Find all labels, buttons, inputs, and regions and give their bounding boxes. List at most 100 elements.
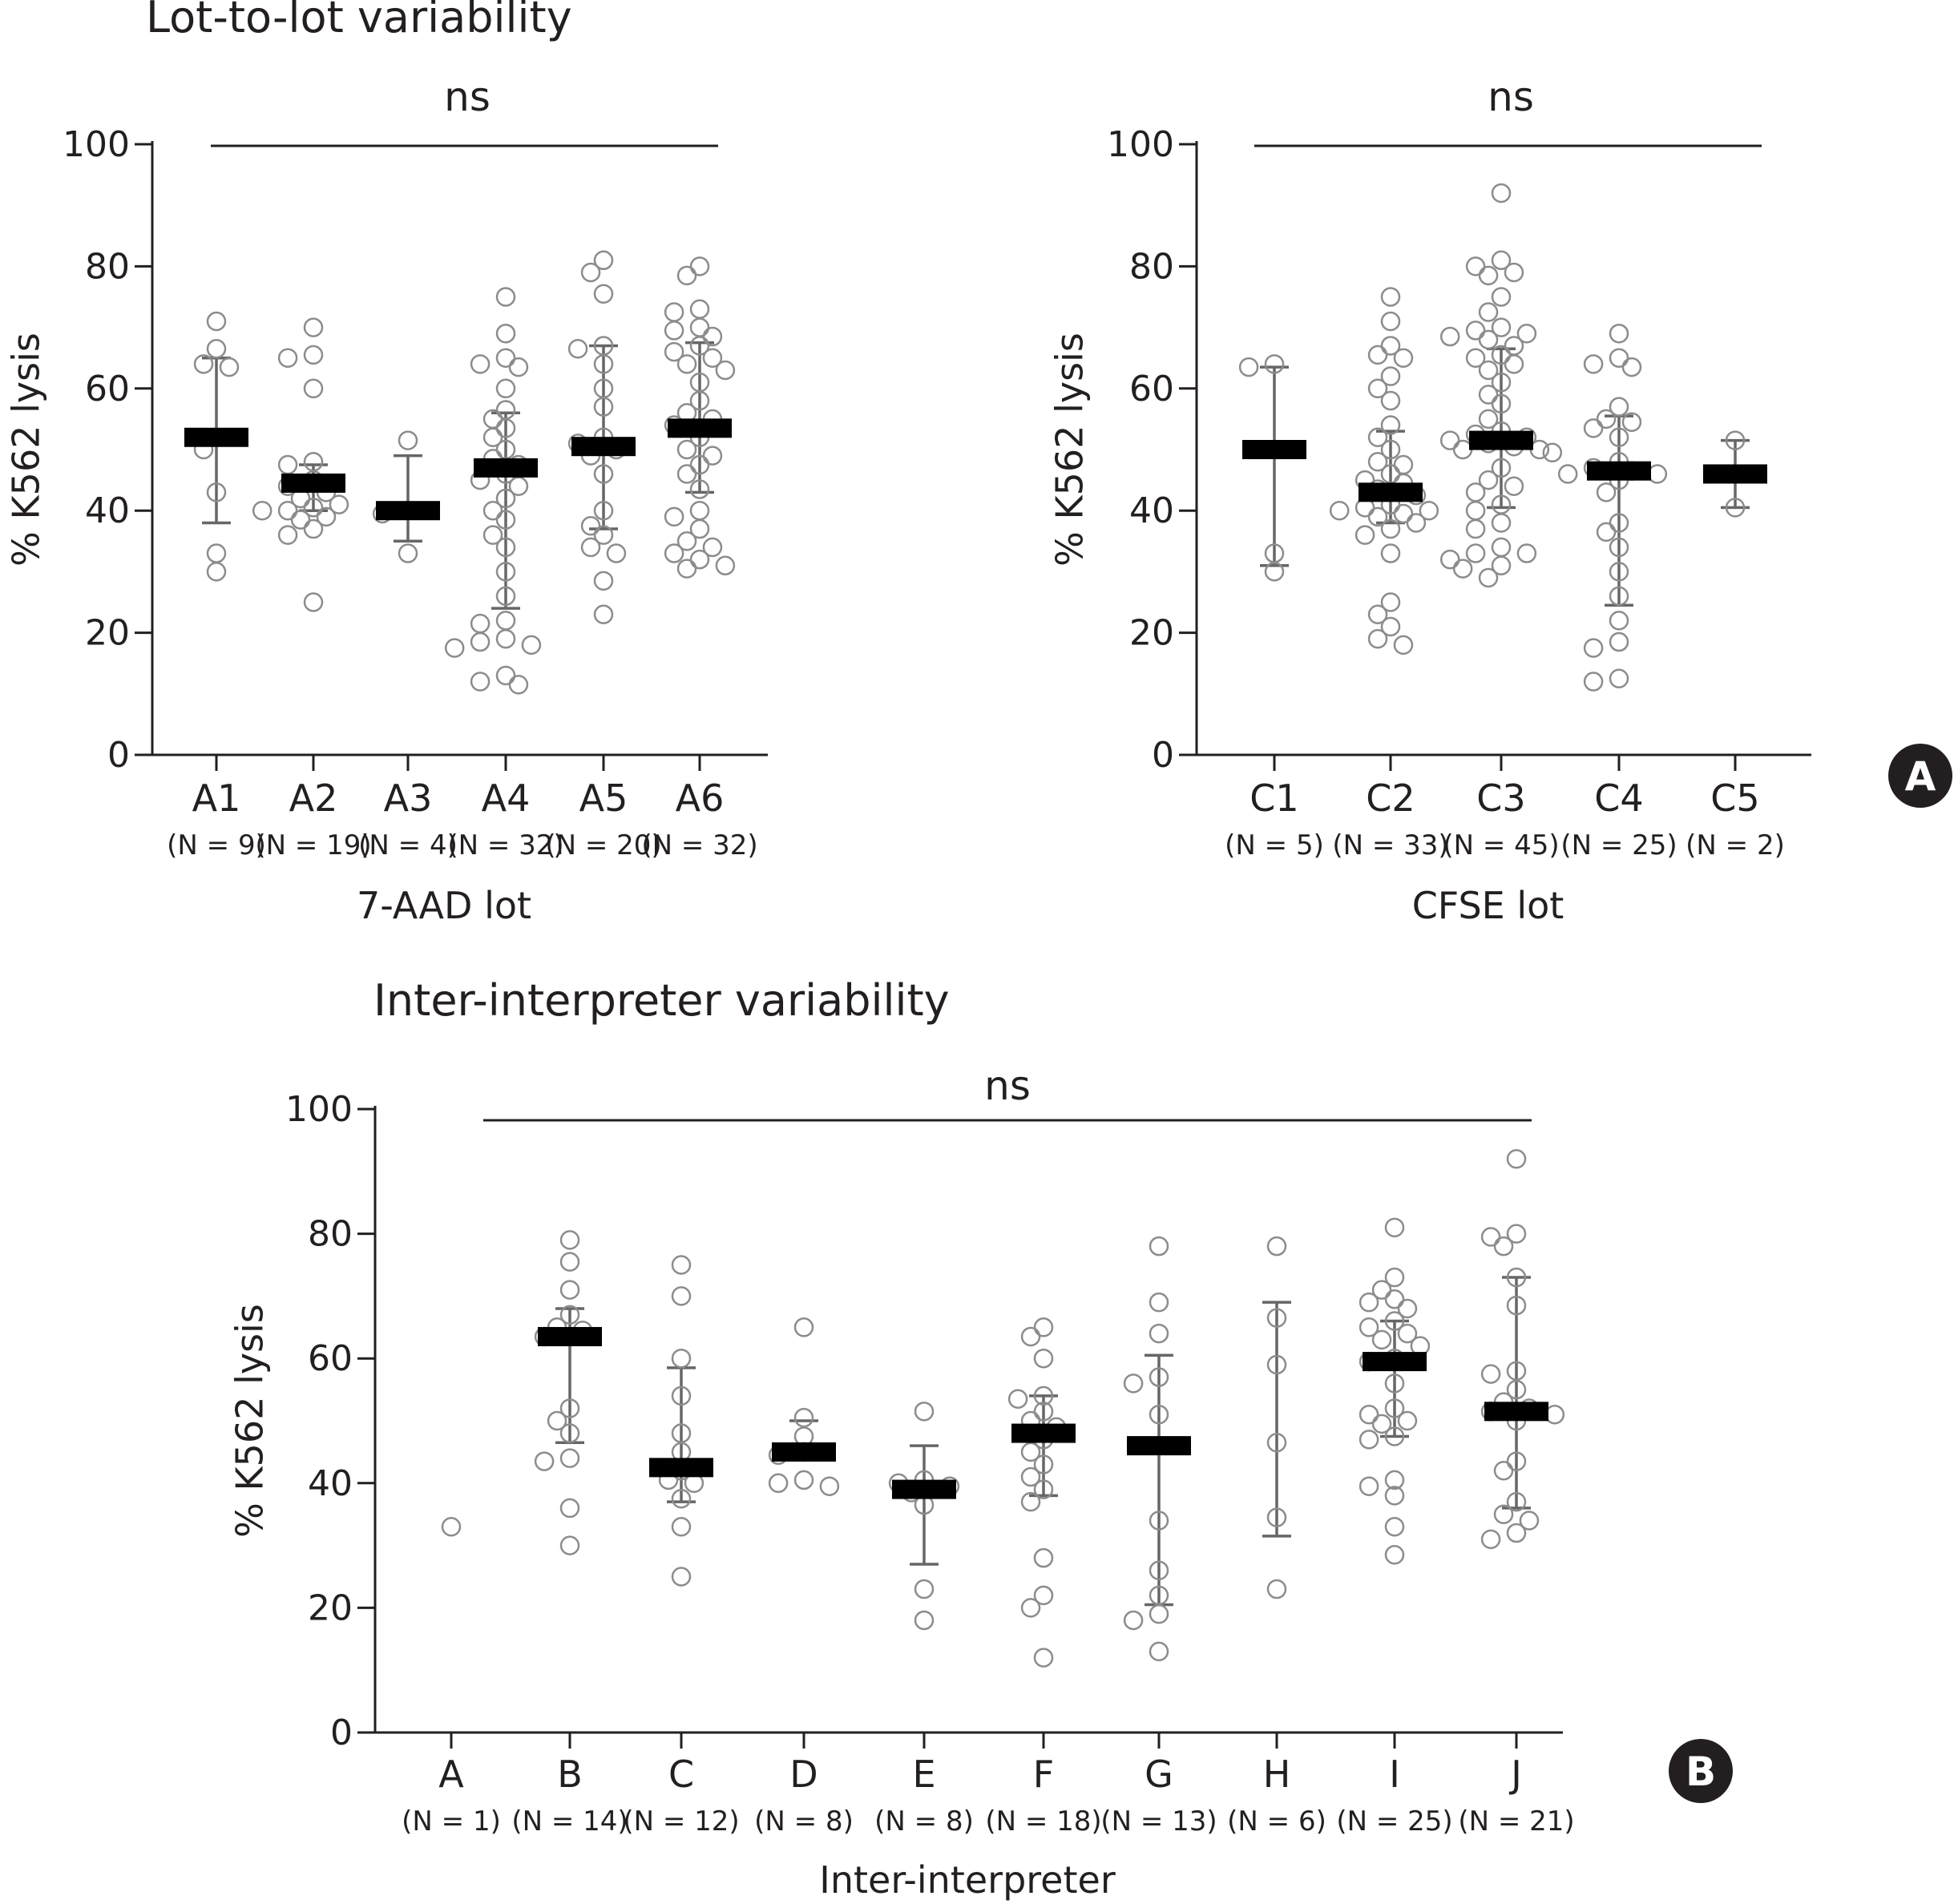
data-point <box>1149 1560 1169 1580</box>
data-point <box>1465 321 1486 341</box>
data-point <box>671 1489 692 1509</box>
data-point <box>1367 378 1388 399</box>
data-point <box>671 1386 692 1406</box>
title-inter-interpreter: Inter-interpreter variability <box>373 975 950 1026</box>
sample-count-label: (N = 25) <box>1336 1805 1452 1837</box>
x-tick-label: C1 <box>1250 777 1298 820</box>
data-point <box>398 430 418 450</box>
data-point <box>689 518 710 539</box>
data-point <box>1123 1374 1144 1394</box>
significance-label: ns <box>984 1063 1031 1109</box>
y-tick-label: 20 <box>308 1587 353 1628</box>
data-point <box>1359 1317 1379 1337</box>
x-tick-label: H <box>1263 1753 1291 1796</box>
x-tick-label: D <box>789 1753 818 1796</box>
data-point <box>441 1517 462 1537</box>
data-point <box>689 454 710 475</box>
data-point <box>1149 1585 1169 1606</box>
data-point <box>1506 1295 1527 1316</box>
data-point <box>1725 430 1746 450</box>
data-point <box>277 348 298 368</box>
data-point <box>1359 1476 1379 1496</box>
data-point <box>1609 631 1629 652</box>
data-point <box>1465 500 1486 521</box>
x-tick-label: I <box>1389 1753 1400 1796</box>
chart-7aad-lot: 0 20 40 60 80 100 % K562 lysis ns 7-AAD lot A1 (N … <box>5 74 768 927</box>
data-point <box>495 378 516 399</box>
data-point <box>1480 1529 1501 1550</box>
data-point <box>715 360 736 381</box>
data-point <box>1020 1442 1041 1462</box>
data-point <box>1367 345 1388 365</box>
data-point <box>1384 1486 1405 1506</box>
data-point <box>689 336 710 356</box>
x-axis-title: CFSE lot <box>1412 884 1564 927</box>
data-point <box>1266 1507 1287 1527</box>
data-point <box>671 1517 692 1537</box>
data-point <box>495 510 516 530</box>
data-point <box>1452 439 1473 460</box>
x-tick-label: A6 <box>676 777 725 820</box>
data-point <box>1452 559 1473 579</box>
data-point <box>1542 442 1563 463</box>
data-point <box>1516 323 1537 344</box>
data-point <box>1506 1267 1527 1288</box>
data-point <box>1491 513 1512 533</box>
data-point <box>559 1498 580 1519</box>
sample-count-label: (N = 5) <box>1225 829 1324 861</box>
data-point <box>303 378 324 399</box>
data-point <box>1491 393 1512 414</box>
data-point <box>1506 1361 1527 1382</box>
data-point <box>593 525 614 545</box>
y-tick-label: 0 <box>1152 735 1174 776</box>
x-axis-title: 7-AAD lot <box>357 884 531 927</box>
data-point <box>1020 1491 1041 1512</box>
data-point <box>303 498 324 518</box>
chart-inter-interpreter: 0 20 40 60 80 100 % K562 lysis ns Inter-interpre… <box>228 1063 1575 1902</box>
data-point <box>1493 1236 1514 1257</box>
data-point <box>1478 329 1499 350</box>
y-tick-label: 20 <box>1129 613 1174 654</box>
sample-count-label: (N = 8) <box>754 1805 854 1837</box>
data-point <box>1609 537 1629 558</box>
x-tick-label: A1 <box>192 777 241 820</box>
x-tick-label: B <box>557 1753 583 1796</box>
data-point <box>508 357 529 377</box>
data-point <box>559 1535 580 1555</box>
data-point <box>1609 323 1629 344</box>
data-point <box>1478 265 1499 286</box>
data-point <box>1329 500 1350 521</box>
data-point <box>521 635 542 656</box>
median-bar <box>474 458 538 478</box>
data-point <box>1149 1603 1169 1624</box>
data-point <box>482 500 503 521</box>
data-point <box>1266 1354 1287 1375</box>
y-tick-label: 0 <box>107 735 130 776</box>
median-bar <box>1587 461 1651 481</box>
data-point <box>671 1255 692 1275</box>
y-tick-label: 80 <box>1129 246 1174 287</box>
data-point <box>689 500 710 521</box>
y-tick-label: 100 <box>285 1089 353 1130</box>
median-bar <box>1242 440 1306 459</box>
sample-count-label: (N = 21) <box>1458 1805 1574 1837</box>
data-point <box>1506 1148 1527 1169</box>
data-point <box>1384 1311 1405 1331</box>
data-point <box>1359 1404 1379 1425</box>
data-point <box>1371 1280 1392 1300</box>
data-point <box>1149 1292 1169 1313</box>
x-tick-label: A3 <box>384 777 433 820</box>
data-point <box>580 262 601 283</box>
sample-count-label: (N = 14) <box>511 1805 628 1837</box>
data-point <box>1033 1348 1054 1369</box>
data-point <box>252 500 273 521</box>
data-point <box>1621 412 1642 432</box>
data-point <box>593 500 614 521</box>
data-point <box>495 418 516 438</box>
data-point <box>1465 256 1486 276</box>
x-tick-label: C4 <box>1594 777 1643 820</box>
x-tick-label: E <box>912 1753 935 1796</box>
data-point <box>1609 513 1629 533</box>
data-point <box>559 1448 580 1468</box>
panel-badge-a: A <box>1888 744 1952 808</box>
